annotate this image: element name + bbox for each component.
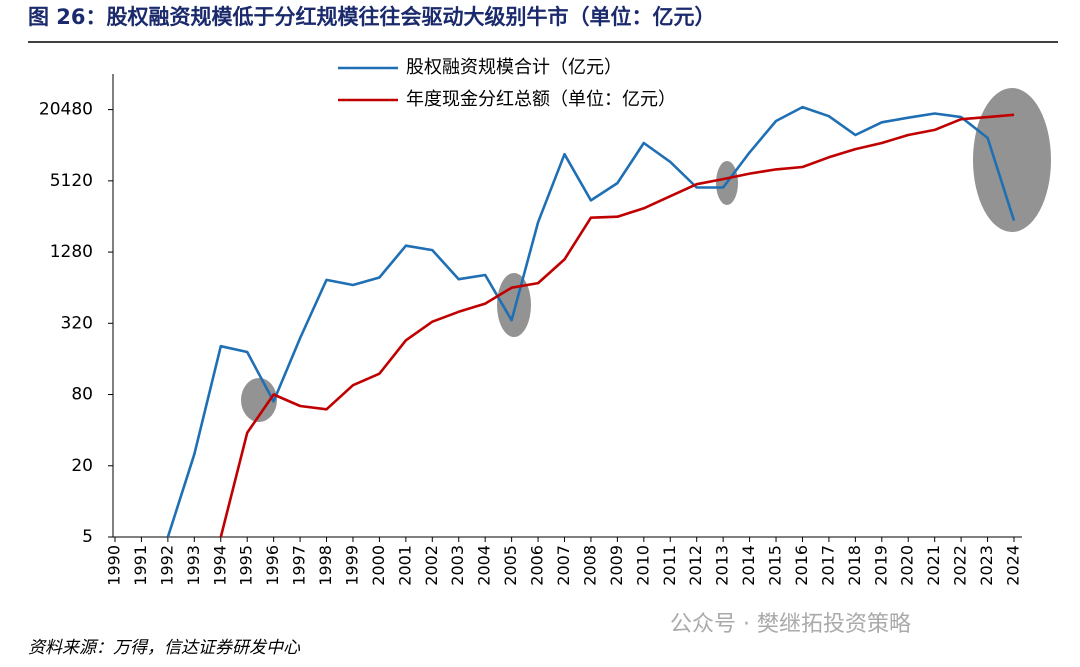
x-tick-label: 2014 [739,545,758,586]
x-tick-label: 1990 [105,545,124,586]
x-tick-label: 2019 [871,545,890,586]
x-tick-label: 1994 [210,545,229,586]
y-tick-label: 20480 [39,100,93,120]
x-tick-label: 2024 [1004,545,1023,586]
y-tick-label: 320 [61,313,93,333]
highlight [497,273,531,337]
x-tick-label: 1991 [131,545,150,586]
x-tick-label: 1992 [157,545,176,586]
x-tick-label: 2012 [686,545,705,586]
source: 资料来源：万得，信达证券研发中心 [28,638,301,658]
x-tick-label: 2003 [448,545,467,586]
x-tick-label: 2011 [660,545,679,586]
x-tick-label: 2008 [580,545,599,586]
x-tick-label: 1993 [184,545,203,586]
x-tick-label: 1997 [290,545,309,586]
x-tick-label: 2013 [713,545,732,586]
x-tick-label: 2016 [792,545,811,586]
x-tick-label: 2015 [766,545,785,586]
x-tick-label: 2009 [607,545,626,586]
legend-label: 股权融资规模合计（亿元） [406,57,622,78]
watermark: 公众号 · 樊继拓投资策略 [670,612,911,637]
y-tick-label: 1280 [50,242,93,262]
x-tick-label: 2001 [395,545,414,586]
x-tick-label: 2010 [633,545,652,586]
series-line [219,113,1015,538]
x-tick-label: 2006 [528,545,547,586]
x-tick-label: 2000 [369,545,388,586]
y-tick-label: 80 [71,385,93,405]
x-tick-label: 2005 [501,545,520,586]
series-line [166,105,1016,538]
x-tick-label: 1995 [237,545,256,586]
y-tick-label: 20 [71,456,93,476]
x-tick-label: 2017 [818,545,837,586]
x-tick-label: 1999 [342,545,361,586]
highlight [973,88,1051,232]
x-tick-label: 2021 [924,545,943,586]
x-tick-label: 1998 [316,545,335,586]
x-tick-label: 2007 [554,545,573,586]
y-tick-label: 5120 [50,171,93,191]
x-tick-label: 2022 [951,545,970,586]
chart-title: 图 26：股权融资规模低于分红规模往往会驱动大级别牛市（单位：亿元） [28,5,716,29]
x-tick-label: 2018 [845,545,864,586]
y-tick-label: 5 [82,527,93,547]
highlights [241,88,1051,422]
x-tick-label: 2020 [898,545,917,586]
x-tick-label: 1996 [263,545,282,586]
x-tick-label: 2023 [977,545,996,586]
legend-label: 年度现金分红总额（单位：亿元） [406,89,676,110]
x-tick-label: 2002 [422,545,441,586]
x-tick-label: 2004 [475,545,494,586]
